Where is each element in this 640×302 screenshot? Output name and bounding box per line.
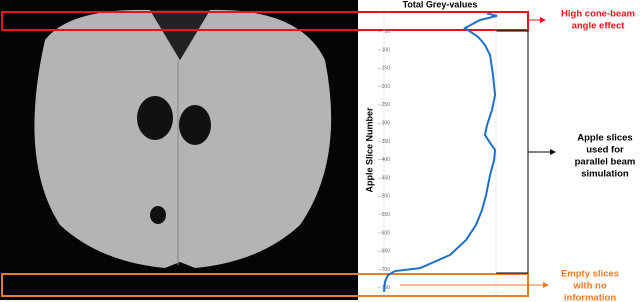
data-line (383, 12, 498, 293)
cone-beam-box (1, 11, 529, 31)
y-tick-label: 100 (382, 47, 391, 53)
y-tick-label: 400 (382, 157, 391, 163)
annotation: simulation (581, 169, 629, 180)
chart-title: Total Grey-values (403, 0, 478, 9)
y-tick-label: 300 (382, 121, 391, 127)
y-tick-label: 200 (382, 84, 391, 90)
seed (150, 206, 166, 224)
annotation: Apple slices (577, 133, 632, 144)
y-tick-label: 550 (382, 212, 391, 218)
annotation: High cone-beam (561, 9, 635, 20)
y-axis-label: Apple Slice Number (364, 107, 374, 193)
annotation: Empty slices (561, 269, 619, 280)
y-tick-label: 600 (382, 230, 391, 236)
y-tick-label: 500 (382, 194, 391, 200)
annotation: with no (572, 281, 606, 292)
y-tick-label: 150 (382, 66, 391, 72)
seed-cavity (137, 96, 173, 140)
annotation: used for (586, 145, 624, 156)
y-tick-label: 250 (382, 102, 391, 108)
y-tick-label: 450 (382, 175, 391, 181)
y-tick-label: 700 (382, 267, 391, 273)
apple-notch (150, 10, 210, 60)
annotation: parallel beam (575, 157, 636, 168)
seed-cavity (179, 105, 211, 145)
apple-slice (34, 9, 332, 268)
annotation: information (564, 293, 616, 302)
bracket (496, 30, 529, 274)
y-tick-label: 350 (382, 139, 391, 145)
y-tick-label: 50 (384, 29, 390, 35)
annotation: angle effect (572, 21, 626, 32)
y-tick-label: 750 (382, 285, 391, 291)
y-tick-label: 650 (382, 249, 391, 255)
